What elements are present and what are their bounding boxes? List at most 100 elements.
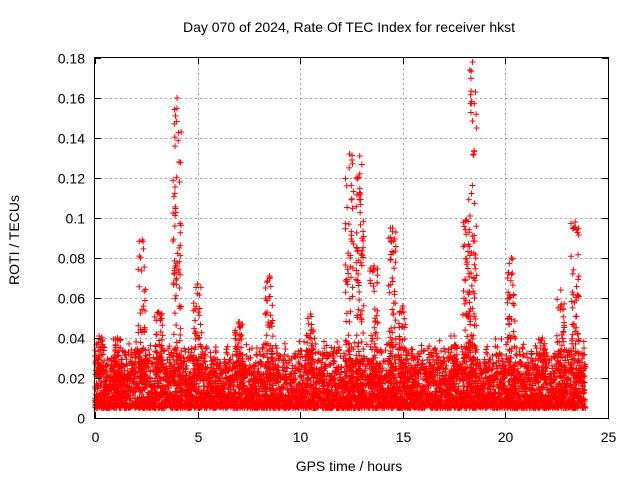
data-point-marker	[200, 377, 207, 384]
data-point-marker	[282, 345, 289, 352]
data-point-marker	[158, 342, 165, 349]
data-point-marker	[243, 353, 250, 360]
data-point-marker	[472, 349, 479, 356]
data-point-marker	[102, 367, 109, 374]
data-point-marker	[166, 343, 173, 350]
data-point-marker	[198, 403, 205, 410]
data-point-marker	[440, 345, 447, 352]
chart-title: Day 070 of 2024, Rate Of TEC Index for r…	[183, 19, 515, 35]
data-point-marker	[222, 360, 229, 367]
data-point-marker	[219, 370, 226, 377]
data-point-marker	[281, 351, 288, 358]
data-point-marker	[133, 338, 140, 345]
data-point-marker	[231, 379, 238, 386]
data-point-marker	[253, 376, 260, 383]
data-point-marker	[484, 343, 491, 350]
data-point-marker	[217, 363, 224, 370]
data-point-marker	[146, 374, 153, 381]
data-point-marker	[100, 357, 107, 364]
data-point-marker	[201, 358, 208, 365]
data-point-marker	[408, 346, 415, 353]
data-point-marker	[208, 385, 215, 392]
data-point-marker	[223, 346, 230, 353]
data-point-marker	[147, 378, 154, 385]
data-point-marker	[224, 343, 231, 350]
data-point-marker	[189, 356, 196, 363]
data-point-marker	[255, 368, 262, 375]
data-point-marker	[110, 367, 117, 374]
data-point-marker	[126, 340, 133, 347]
data-point-marker	[298, 348, 305, 355]
data-point-marker	[216, 375, 223, 382]
data-point-marker	[274, 363, 281, 370]
data-point-marker	[503, 341, 510, 348]
data-point-marker	[247, 355, 254, 362]
data-point-marker	[122, 387, 129, 394]
data-point-marker	[498, 336, 505, 343]
data-point-marker	[129, 354, 136, 361]
data-point-marker	[181, 345, 188, 352]
data-point-marker	[483, 346, 490, 353]
data-point-marker	[203, 345, 210, 352]
data-point-marker	[176, 337, 183, 344]
data-point-marker	[207, 364, 214, 371]
data-point-marker	[138, 387, 145, 394]
data-point-marker	[252, 362, 259, 369]
data-point-marker	[301, 338, 308, 345]
data-point-marker	[418, 342, 425, 349]
data-point-marker	[260, 353, 267, 360]
data-point-marker	[224, 351, 231, 358]
data-point-marker	[409, 346, 416, 353]
data-point-marker	[253, 344, 260, 351]
data-point-marker	[162, 388, 169, 395]
data-point-marker	[276, 369, 283, 376]
data-point-marker	[131, 361, 138, 368]
data-point-marker	[178, 348, 185, 355]
data-point-marker	[181, 358, 188, 365]
data-point-marker	[188, 345, 195, 352]
data-point-marker	[142, 385, 149, 392]
data-point-marker	[146, 355, 153, 362]
data-point-marker	[371, 340, 378, 347]
data-point-marker	[259, 345, 266, 352]
data-point-marker	[260, 351, 267, 358]
data-point-marker	[152, 375, 159, 382]
data-point-marker	[188, 391, 195, 398]
data-point-marker	[351, 339, 358, 346]
data-point-marker	[253, 352, 260, 359]
data-point-marker	[276, 352, 283, 359]
data-point-marker	[214, 356, 221, 363]
data-point-marker	[281, 340, 288, 347]
data-point-marker	[198, 344, 205, 351]
data-point-marker	[188, 349, 195, 356]
data-point-marker	[246, 346, 253, 353]
data-point-marker	[242, 363, 249, 370]
data-point-marker	[212, 349, 219, 356]
data-point-marker	[275, 378, 282, 385]
data-point-marker	[321, 338, 328, 345]
data-point-marker	[256, 348, 263, 355]
data-point-marker	[227, 356, 234, 363]
data-point-marker	[243, 341, 250, 348]
data-point-marker	[492, 335, 499, 342]
data-point-marker	[210, 360, 217, 367]
data-point-marker	[240, 379, 247, 386]
data-point-marker	[195, 383, 202, 390]
data-point-marker	[269, 385, 276, 392]
data-point-marker	[132, 388, 139, 395]
data-point-marker	[252, 382, 259, 389]
data-point-marker	[426, 343, 433, 350]
data-points	[92, 59, 589, 411]
data-point-marker	[246, 362, 253, 369]
data-point-marker	[159, 384, 166, 391]
data-point-marker	[334, 338, 341, 345]
data-point-marker	[417, 350, 424, 357]
data-point-marker	[382, 347, 389, 354]
data-point-marker	[239, 378, 246, 385]
data-point-marker	[432, 346, 439, 353]
data-point-marker	[257, 358, 264, 365]
data-point-marker	[165, 345, 172, 352]
data-point-marker	[212, 344, 219, 351]
